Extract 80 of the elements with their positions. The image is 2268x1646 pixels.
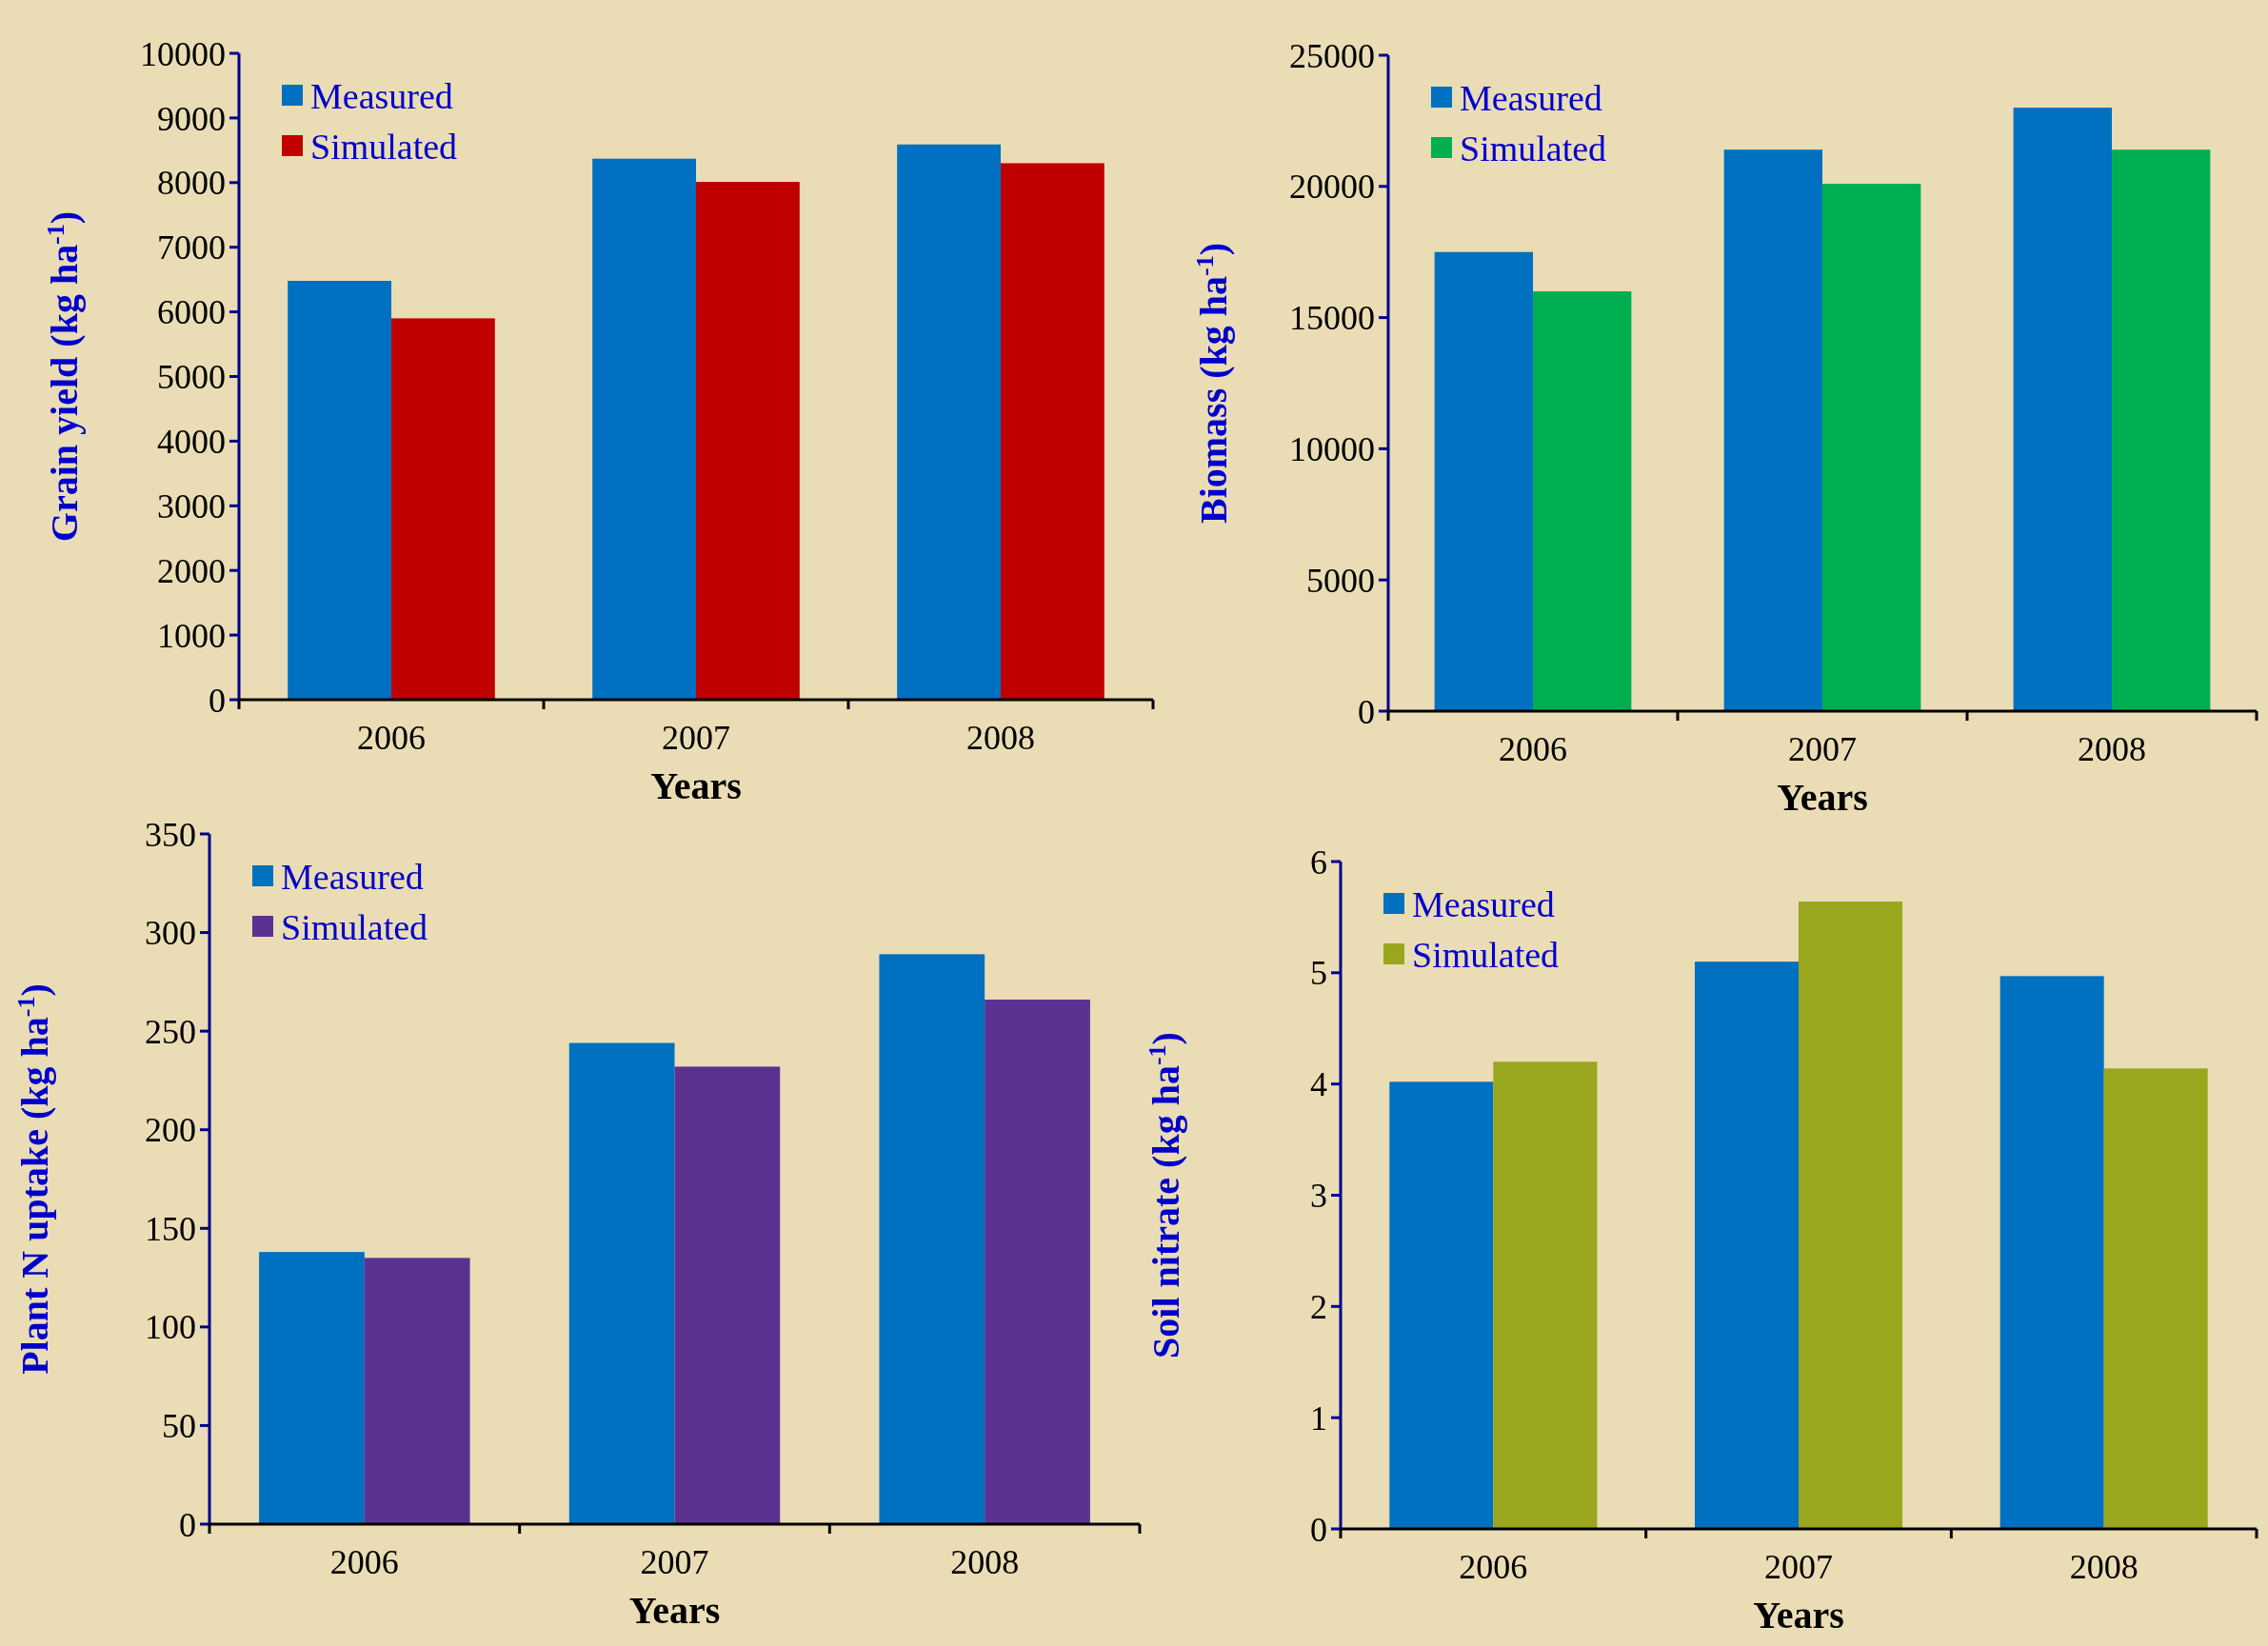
bar — [1999, 976, 2104, 1529]
bar — [1533, 291, 1632, 711]
bar — [879, 954, 985, 1524]
y-tick-label: 0 — [179, 1505, 196, 1544]
bar — [674, 1066, 781, 1524]
x-tick-label: 2006 — [329, 1543, 399, 1581]
bar — [696, 182, 800, 700]
legend-label: Measured — [1460, 78, 1602, 119]
legend-label: Measured — [1412, 884, 1555, 925]
y-tick-label: 350 — [145, 815, 196, 854]
bar — [288, 281, 391, 700]
bar — [592, 158, 696, 700]
y-tick-label: 200 — [145, 1111, 196, 1150]
y-tick-label: 20000 — [1289, 168, 1375, 207]
y-tick-label: 100 — [145, 1308, 196, 1347]
bar — [1822, 184, 1921, 711]
bar — [2112, 149, 2211, 711]
y-tick-label: 7000 — [157, 228, 226, 268]
x-tick-label: 2006 — [1499, 730, 1567, 768]
y-tick-label: 300 — [145, 914, 196, 953]
y-tick-label: 3000 — [157, 486, 226, 526]
x-tick-label: 2008 — [950, 1543, 1020, 1581]
legend-label: Simulated — [1412, 935, 1560, 976]
x-tick-label: 2007 — [640, 1543, 709, 1581]
bar — [1799, 902, 1903, 1529]
x-tick-label: 2007 — [1764, 1548, 1833, 1586]
bar — [1493, 1061, 1598, 1529]
bar — [985, 1000, 1090, 1524]
legend-label: Measured — [281, 857, 424, 898]
y-tick-label: 8000 — [157, 164, 226, 203]
y-tick-label: 3 — [1310, 1177, 1327, 1216]
bar — [897, 144, 1001, 700]
y-tick-label: 150 — [145, 1209, 196, 1248]
y-tick-label: 0 — [209, 681, 226, 720]
y-tick-label: 4000 — [157, 423, 226, 461]
x-tick-label: 2007 — [1788, 730, 1857, 768]
x-axis-title: Years — [1753, 1594, 1844, 1636]
x-tick-label: 2007 — [662, 719, 730, 757]
x-axis-title: Years — [650, 764, 742, 807]
y-tick-label: 6000 — [157, 293, 226, 332]
y-tick-label: 50 — [162, 1407, 196, 1446]
y-tick-label: 0 — [1358, 692, 1375, 731]
y-tick-label: 6 — [1310, 843, 1327, 882]
y-tick-label: 10000 — [140, 34, 226, 73]
bar — [364, 1258, 470, 1524]
bar — [1694, 962, 1799, 1529]
bar — [1001, 163, 1104, 700]
y-tick-label: 4 — [1310, 1065, 1327, 1104]
y-tick-label: 5000 — [1306, 561, 1375, 600]
x-tick-label: 2008 — [2078, 730, 2146, 768]
x-tick-label: 2008 — [2069, 1548, 2139, 1586]
bar — [259, 1252, 365, 1524]
bar — [2013, 108, 2112, 711]
x-axis-title: Years — [628, 1589, 721, 1632]
x-tick-label: 2006 — [1459, 1548, 1528, 1586]
bar — [2103, 1068, 2208, 1529]
x-axis-title: Years — [1777, 776, 1868, 819]
bar — [1434, 251, 1533, 711]
bar — [1389, 1081, 1494, 1529]
y-tick-label: 9000 — [157, 99, 226, 138]
y-tick-label: 2 — [1310, 1287, 1327, 1326]
y-tick-label: 25000 — [1289, 36, 1375, 75]
bar — [391, 318, 495, 700]
y-tick-label: 0 — [1310, 1510, 1327, 1549]
y-tick-label: 5000 — [157, 358, 226, 397]
y-tick-label: 1 — [1310, 1398, 1327, 1438]
bar — [568, 1042, 675, 1524]
legend-label: Simulated — [310, 127, 458, 168]
x-tick-label: 2006 — [357, 719, 426, 757]
y-tick-label: 5 — [1310, 954, 1327, 993]
bar — [1723, 149, 1822, 711]
y-tick-label: 1000 — [157, 616, 226, 655]
y-tick-label: 15000 — [1289, 299, 1375, 338]
legend-label: Measured — [310, 76, 453, 117]
legend-label: Simulated — [281, 907, 428, 948]
x-tick-label: 2008 — [966, 719, 1035, 757]
y-tick-label: 10000 — [1289, 430, 1375, 468]
y-tick-label: 2000 — [157, 551, 226, 590]
legend-label: Simulated — [1460, 129, 1607, 169]
y-tick-label: 250 — [145, 1012, 196, 1051]
